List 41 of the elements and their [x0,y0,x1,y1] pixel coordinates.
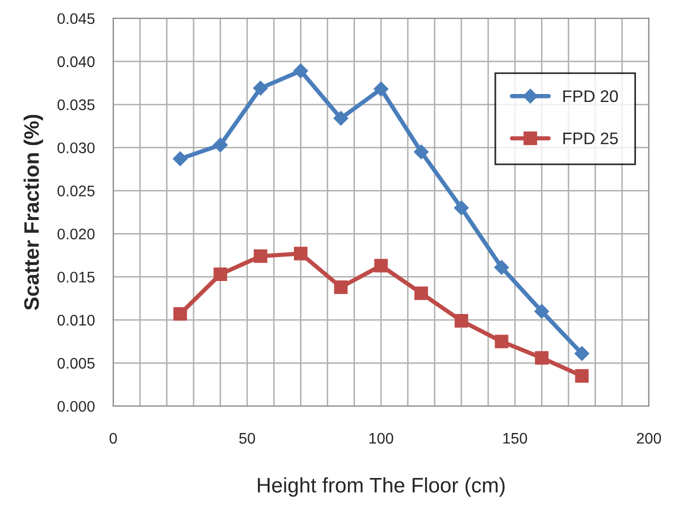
y-tick-label: 0.035 [58,99,95,110]
y-tick-label: 0.000 [58,400,95,412]
point [333,110,348,126]
y-tick-label: 0.010 [58,314,95,326]
x-tick-label: 0 [110,432,117,444]
point [534,304,550,319]
point [172,151,188,166]
point [214,267,228,282]
x-tick-label: 200 [636,432,661,444]
y-axis-title: Scatter Fraction (%) [24,114,44,310]
y-tick-label: 0.030 [58,142,95,154]
y-tick-label: 0.025 [58,186,95,196]
legend-label: FPD 20 [563,90,618,102]
x-tick-label: 100 [369,432,394,444]
x-tick-label: 150 [503,432,528,444]
y-tick-label: 0.015 [58,272,95,283]
x-axis-title: Height from The Floor (cm) [258,477,505,497]
point [334,280,348,294]
y-tick-label: 0.005 [58,358,95,369]
point [293,64,308,78]
point [454,314,468,328]
point [454,200,469,216]
point [534,351,548,365]
point [494,334,508,348]
point [253,80,268,96]
point [575,369,589,383]
y-tick-label: 0.040 [58,56,95,68]
point [374,258,388,272]
y-tick-label: 0.045 [58,13,95,24]
point [574,346,590,361]
point [173,307,187,321]
point [254,249,268,263]
point [374,82,388,96]
y-tick-label: 0.020 [58,228,95,240]
point [414,286,428,300]
x-tick-label: 50 [239,432,256,444]
point [414,144,429,160]
point [494,260,509,275]
legend-label: FPD 25 [563,132,618,144]
point [294,246,308,260]
point [212,138,228,152]
